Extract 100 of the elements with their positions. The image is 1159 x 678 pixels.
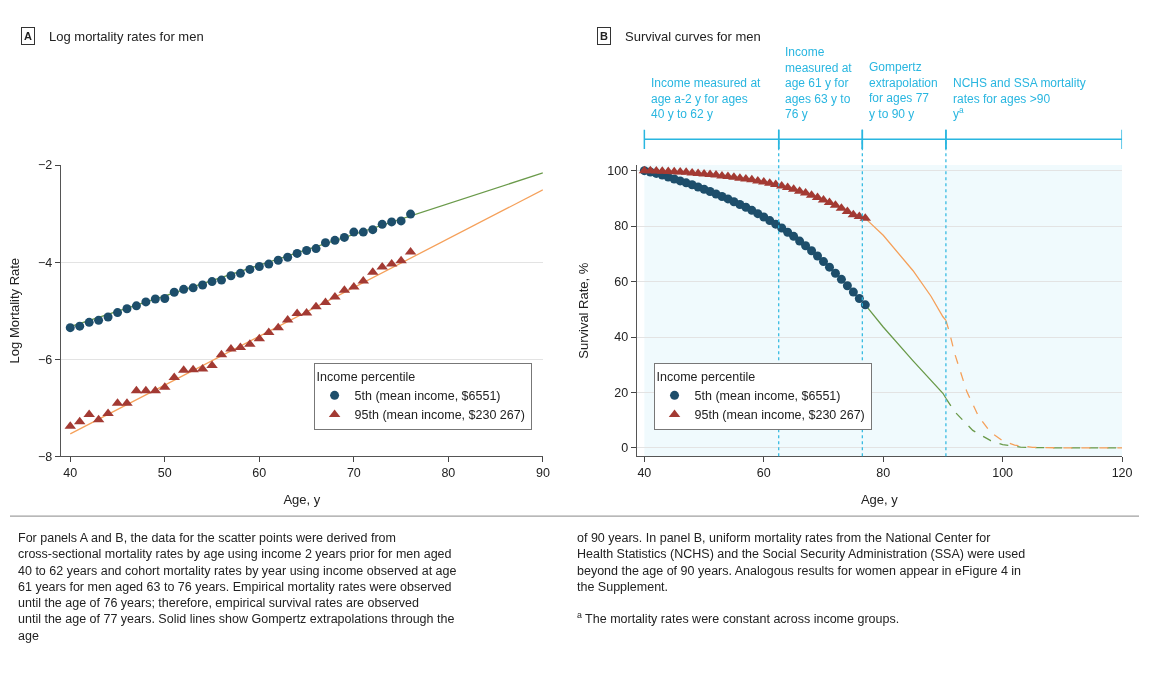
point bbox=[848, 287, 858, 297]
legend-label: 5th (mean income, $6551) bbox=[694, 389, 841, 404]
point bbox=[150, 294, 160, 304]
point bbox=[302, 246, 312, 256]
point bbox=[291, 308, 303, 317]
x-tick-label: 120 bbox=[1111, 466, 1133, 481]
point bbox=[65, 323, 75, 333]
y-tick-label: −6 bbox=[38, 352, 53, 367]
text: For panels A and B, the data for the scatter points were derived from cross-sectional mortality rates by age using income 2 years prior for men aged 40 to 62 years and cohort mortality rates by year using income observed at age 61 years for men aged 63 to 76 years. Empirical mortality rates were observed until the age of 76 years; therefore, empirical survival rates are observed until the age of 77 years. Solid lines show Gompertz extrapolations through the age bbox=[18, 531, 457, 643]
point bbox=[292, 248, 302, 258]
point bbox=[830, 268, 840, 278]
point bbox=[131, 301, 141, 311]
point bbox=[842, 281, 852, 291]
point bbox=[273, 255, 283, 265]
point bbox=[406, 209, 416, 219]
y-tick-label: −4 bbox=[38, 255, 53, 270]
text: of 90 years. In panel B, uniform mortality rates from the National Center for Health Statistics (NCHS) and the Social Security Administration (SSA) were used beyond the age of 90 years. Analogous results for women appear in eFigure 4 in the Supplement. bbox=[577, 531, 1026, 594]
point bbox=[310, 301, 322, 310]
legend-title: Income percentile bbox=[656, 369, 756, 384]
point bbox=[235, 268, 245, 278]
point bbox=[339, 232, 349, 242]
y-tick-label: 0 bbox=[621, 441, 629, 456]
x-tick-label: 50 bbox=[157, 466, 172, 481]
y-tick-label: 40 bbox=[614, 330, 629, 345]
point bbox=[330, 235, 340, 245]
point bbox=[807, 246, 817, 256]
x-tick-label: 70 bbox=[346, 466, 361, 481]
x-tick-label: 80 bbox=[876, 466, 891, 481]
point bbox=[860, 300, 870, 310]
point bbox=[789, 231, 799, 241]
point bbox=[264, 259, 274, 269]
point bbox=[94, 315, 104, 325]
point bbox=[254, 262, 264, 272]
point bbox=[141, 297, 151, 307]
y-tick-label: −8 bbox=[38, 449, 53, 464]
y-axis-title: Survival Rate, % bbox=[576, 262, 592, 359]
point bbox=[169, 287, 179, 297]
point bbox=[84, 317, 94, 327]
point bbox=[103, 312, 113, 322]
point bbox=[813, 251, 823, 261]
y-axis-title: Log Mortality Rate bbox=[6, 257, 22, 364]
legend-label: 5th (mean income, $6551) bbox=[354, 389, 501, 404]
point bbox=[377, 219, 387, 229]
point bbox=[824, 262, 834, 272]
y-tick-label: 100 bbox=[607, 164, 629, 179]
point bbox=[836, 274, 846, 284]
point bbox=[217, 275, 226, 285]
point bbox=[311, 244, 321, 254]
point bbox=[801, 241, 811, 251]
chart-title: Log mortality rates for men bbox=[49, 29, 204, 44]
point bbox=[198, 280, 208, 290]
band-label: Gompertz extrapolation for ages 77 y to 90 y bbox=[869, 60, 938, 121]
legend-title: Income percentile bbox=[316, 369, 416, 384]
point bbox=[854, 293, 864, 303]
x-tick-label: 60 bbox=[756, 466, 771, 481]
chart-title: Survival curves for men bbox=[625, 29, 761, 44]
band-label: NCHS and SSA mortality rates for ages >90 y$^{a}$ bbox=[953, 76, 1086, 122]
point bbox=[207, 277, 217, 287]
y-tick-label: 80 bbox=[614, 219, 629, 234]
point bbox=[320, 238, 330, 248]
text: A bbox=[24, 30, 32, 42]
legend-label: 95th (mean income, $230 267) bbox=[694, 408, 865, 423]
point bbox=[75, 321, 85, 331]
x-axis-title: Age, y bbox=[283, 491, 321, 507]
band-label: Income measured at age a-2 y for ages 40 y to 62 y bbox=[651, 76, 762, 122]
x-axis-title: Age, y bbox=[860, 491, 899, 507]
x-tick-label: 90 bbox=[535, 466, 550, 481]
point bbox=[179, 284, 189, 294]
point bbox=[795, 236, 805, 246]
point bbox=[765, 216, 775, 226]
point bbox=[245, 264, 255, 274]
point bbox=[358, 227, 368, 237]
point bbox=[387, 217, 397, 227]
x-tick-label: 60 bbox=[252, 466, 267, 481]
point bbox=[102, 408, 114, 417]
x-tick-label: 40 bbox=[63, 466, 78, 481]
point bbox=[226, 271, 236, 281]
point bbox=[113, 308, 123, 318]
legend-label: 95th (mean income, $230 267) bbox=[354, 408, 525, 423]
x-tick-label: 100 bbox=[992, 466, 1014, 481]
text: B bbox=[600, 30, 608, 42]
point bbox=[283, 252, 293, 262]
point bbox=[396, 216, 406, 226]
point bbox=[140, 385, 152, 394]
point bbox=[349, 227, 359, 237]
point bbox=[783, 227, 793, 237]
y-tick-label: 20 bbox=[614, 385, 629, 400]
point bbox=[395, 255, 407, 264]
point bbox=[368, 225, 378, 235]
point bbox=[122, 304, 132, 314]
x-tick-label: 80 bbox=[441, 466, 456, 481]
y-tick-label: 60 bbox=[614, 274, 629, 289]
x-tick-label: 40 bbox=[637, 466, 652, 481]
point bbox=[819, 257, 828, 267]
y-tick-label: −2 bbox=[38, 158, 53, 173]
band-label: Income measured at age 61 y for ages 63 y to 76 y bbox=[785, 45, 853, 122]
point bbox=[188, 283, 198, 293]
point bbox=[272, 322, 284, 331]
text: $^{a}$ The mortality rates were constant across income groups. bbox=[577, 610, 900, 627]
point bbox=[160, 294, 170, 304]
